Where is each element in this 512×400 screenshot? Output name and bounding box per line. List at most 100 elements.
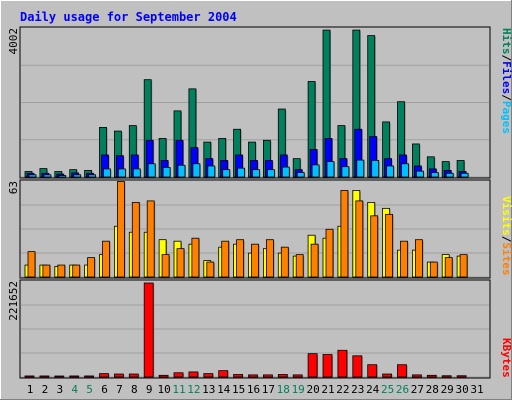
tick-label-day-28: 28 xyxy=(426,383,439,396)
tick-label-day-3: 3 xyxy=(56,383,63,396)
bar-pages-day-15 xyxy=(237,167,246,178)
bar-sites-day-25 xyxy=(385,213,394,278)
bar-pages-day-2 xyxy=(43,174,52,178)
bar-sites-day-29 xyxy=(444,257,453,278)
tick-label-day-8: 8 xyxy=(131,383,138,396)
legend-visits: Visits xyxy=(500,196,512,236)
bar-pages-day-22 xyxy=(341,166,350,178)
bar-kbytes-day-8 xyxy=(128,373,139,378)
bar-kbytes-day-30 xyxy=(456,375,467,378)
bar-pages-day-3 xyxy=(58,175,67,178)
bar-sites-day-30 xyxy=(459,254,468,278)
legend-sep-2: / xyxy=(500,94,512,101)
bar-kbytes-day-20 xyxy=(307,353,318,378)
bar-sites-day-4 xyxy=(72,264,81,278)
bar-pages-day-12 xyxy=(192,163,201,178)
bar-kbytes-day-11 xyxy=(173,372,184,378)
bar-kbytes-day-22 xyxy=(337,349,348,378)
bar-sites-day-6 xyxy=(102,240,110,278)
tick-label-day-1: 1 xyxy=(27,383,34,396)
tick-label-day-29: 29 xyxy=(441,383,454,396)
ymax-label-kbytes: 221652 xyxy=(7,281,20,321)
tick-label-day-15: 15 xyxy=(232,383,245,396)
bar-sites-day-24 xyxy=(370,215,379,278)
bar-kbytes-day-15 xyxy=(233,374,244,378)
bar-kbytes-day-4 xyxy=(69,375,80,378)
bar-pages-day-4 xyxy=(73,174,82,178)
bar-kbytes-day-26 xyxy=(397,364,407,378)
tick-label-day-26: 26 xyxy=(396,383,409,396)
legend-files: Files xyxy=(500,61,512,94)
tick-label-day-25: 25 xyxy=(381,383,394,396)
bar-pages-day-13 xyxy=(207,165,216,178)
bar-sites-day-3 xyxy=(57,264,66,278)
chart-title: Daily usage for September 2004 xyxy=(20,10,237,24)
tick-label-day-30: 30 xyxy=(455,383,468,396)
day-labels: 1 2 3 4 5 6 7 8 9 10 11 12 13 14 15 16 17 18 19 20 21 22 23 24 2… xyxy=(27,383,484,396)
tick-label-day-5: 5 xyxy=(86,383,93,396)
tick-label-day-31: 31 xyxy=(470,383,483,396)
bar-kbytes-day-18 xyxy=(277,374,288,378)
bar-kbytes-day-29 xyxy=(441,375,452,378)
tick-label-day-20: 20 xyxy=(306,383,319,396)
bar-pages-day-16 xyxy=(252,169,260,178)
bar-pages-day-7 xyxy=(118,168,126,178)
bar-sites-day-10 xyxy=(161,254,170,278)
bar-kbytes-day-6 xyxy=(99,373,109,378)
ymax-label-visits: 63 xyxy=(7,181,20,194)
bar-pages-day-28 xyxy=(430,172,439,178)
bar-sites-day-2 xyxy=(42,264,51,278)
bar-kbytes-day-21 xyxy=(322,354,333,378)
bar-pages-day-1 xyxy=(28,174,37,178)
bar-pages-day-9 xyxy=(147,163,156,178)
bar-kbytes-day-17 xyxy=(262,374,273,378)
bar-pages-day-19 xyxy=(296,172,305,178)
bar-sites-day-17 xyxy=(265,239,274,278)
legend-kbytes: KBytes xyxy=(500,338,512,378)
bar-sites-day-9 xyxy=(146,200,155,278)
tick-label-day-16: 16 xyxy=(247,383,260,396)
bar-kbytes-day-2 xyxy=(39,375,50,378)
bar-kbytes-day-23 xyxy=(352,355,363,378)
bar-sites-day-27 xyxy=(414,239,423,278)
bar-kbytes-day-5 xyxy=(84,375,94,378)
bar-kbytes-day-3 xyxy=(54,375,65,378)
bar-kbytes-day-12 xyxy=(188,371,199,378)
tick-label-day-24: 24 xyxy=(366,383,380,396)
tick-label-day-27: 27 xyxy=(411,383,424,396)
bar-sites-day-14 xyxy=(221,240,230,278)
bar-pages-day-5 xyxy=(88,174,96,178)
tick-label-day-17: 17 xyxy=(262,383,275,396)
bar-sites-day-1 xyxy=(27,251,36,278)
bar-pages-day-11 xyxy=(177,164,186,178)
bar-pages-day-8 xyxy=(132,168,141,178)
bar-sites-day-16 xyxy=(251,243,259,278)
bar-sites-day-12 xyxy=(191,237,200,278)
chart-bars xyxy=(24,29,470,378)
bar-pages-day-23 xyxy=(356,159,365,178)
tick-label-day-6: 6 xyxy=(101,383,108,396)
bar-pages-day-17 xyxy=(266,169,275,178)
bar-sites-day-5 xyxy=(87,257,95,278)
tick-label-day-4: 4 xyxy=(71,383,78,396)
bar-sites-day-8 xyxy=(131,201,140,278)
legend-pages: Pages xyxy=(500,101,512,134)
tick-label-day-18: 18 xyxy=(277,383,290,396)
tick-label-day-12: 12 xyxy=(187,383,200,396)
legend-hits-files-pages: Hits/Files/Pages xyxy=(500,28,512,134)
bar-kbytes-day-16 xyxy=(248,374,258,378)
bar-kbytes-day-28 xyxy=(426,374,437,378)
bar-kbytes-day-10 xyxy=(158,374,169,378)
bar-sites-day-7 xyxy=(117,181,125,278)
bar-kbytes-day-9 xyxy=(143,282,154,378)
bar-sites-day-26 xyxy=(400,240,408,278)
bar-pages-day-6 xyxy=(103,168,111,178)
bar-pages-day-14 xyxy=(222,169,231,178)
tick-label-day-10: 10 xyxy=(157,383,170,396)
tick-label-day-21: 21 xyxy=(321,383,334,396)
tick-label-day-2: 2 xyxy=(42,383,49,396)
tick-label-day-9: 9 xyxy=(146,383,153,396)
bar-sites-day-18 xyxy=(280,246,289,278)
bar-kbytes-day-19 xyxy=(292,374,303,378)
